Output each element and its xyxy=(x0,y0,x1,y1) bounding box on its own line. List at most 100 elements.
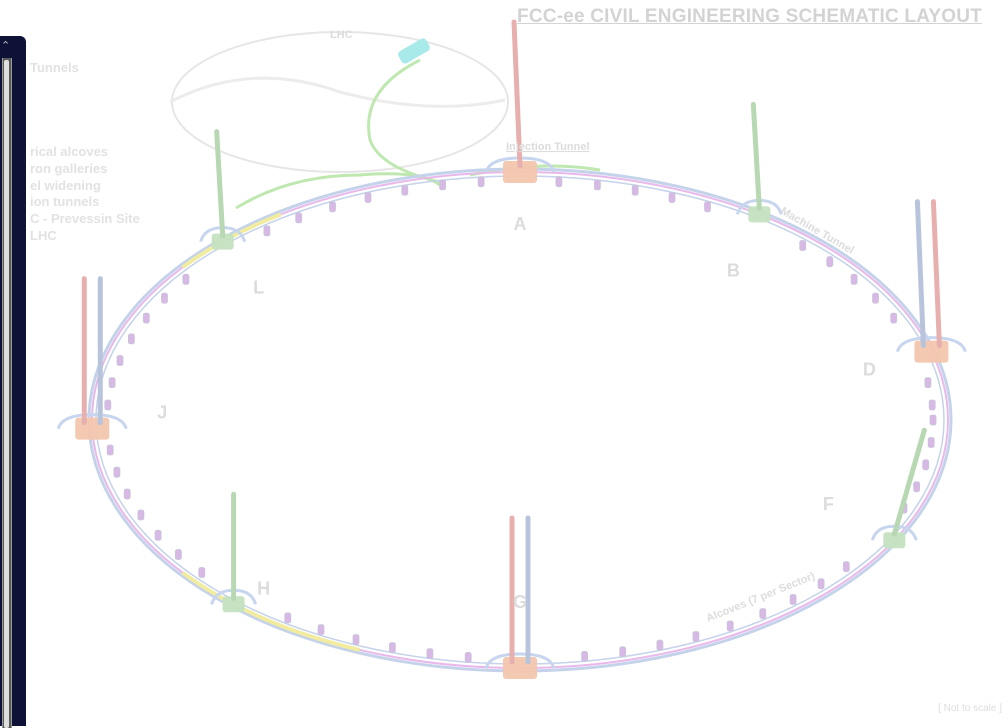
alcove xyxy=(388,642,396,653)
alcove xyxy=(726,620,734,632)
point-label: A xyxy=(514,214,527,234)
alcove xyxy=(872,292,879,304)
point-label: G xyxy=(513,592,527,612)
alcove xyxy=(295,212,303,224)
injection-line-upper xyxy=(367,58,441,184)
alcove xyxy=(668,192,676,203)
alcove xyxy=(922,459,930,471)
access-points-group: A B D F G H J L xyxy=(56,19,967,679)
alcove xyxy=(182,273,190,285)
injection-tunnel-label: Injection Tunnel xyxy=(506,141,590,153)
alcove xyxy=(924,377,932,389)
experiment-cavern xyxy=(503,161,537,183)
legend-item: C - Prevessin Site xyxy=(30,211,140,227)
point-label: J xyxy=(157,403,167,423)
scale-note: [ Not to scale ] xyxy=(938,703,1002,714)
alcove xyxy=(927,437,935,448)
point-label: L xyxy=(253,278,264,298)
access-point-g: G xyxy=(484,515,556,679)
alcove xyxy=(817,578,825,590)
alcove xyxy=(174,549,182,560)
alcove xyxy=(284,612,292,624)
access-point-l: L xyxy=(199,129,264,298)
legend-item xyxy=(30,127,140,144)
access-shaft xyxy=(914,199,926,349)
tunnel-widening-arc xyxy=(181,571,361,652)
alcove xyxy=(929,414,937,426)
alcove xyxy=(104,399,112,411)
experiment-cavern xyxy=(75,417,110,440)
alcove xyxy=(317,624,325,636)
alcove xyxy=(464,652,472,663)
alcove xyxy=(704,201,711,213)
point-label: F xyxy=(823,494,834,514)
legend-item: rical alcoves xyxy=(30,143,109,159)
access-point-b: B xyxy=(727,101,783,280)
legend-item: Tunnels xyxy=(30,60,79,75)
legend-item: el widening xyxy=(30,177,101,193)
alcove xyxy=(161,292,168,304)
alcove xyxy=(401,184,409,196)
alcove xyxy=(594,179,601,191)
alcove xyxy=(913,481,920,493)
alcove xyxy=(364,192,372,203)
alcove xyxy=(439,179,447,191)
lhc-inner-line xyxy=(169,76,506,108)
technical-cavern xyxy=(883,532,906,549)
lhc-ring xyxy=(169,31,601,210)
alcove xyxy=(619,646,627,658)
experiment-cavern xyxy=(914,340,949,363)
access-point-j: J xyxy=(56,276,167,440)
access-shaft xyxy=(891,427,927,537)
alcove xyxy=(631,184,639,196)
alcove xyxy=(329,201,336,213)
point-label: B xyxy=(727,260,740,280)
alcove xyxy=(799,240,807,251)
access-point-a: A xyxy=(484,19,556,234)
cyan-shaft xyxy=(398,38,430,64)
alcove xyxy=(477,176,485,188)
point-label: H xyxy=(257,578,270,598)
lhc-ellipse xyxy=(171,31,509,173)
alcove xyxy=(154,529,162,541)
alcove xyxy=(198,567,206,578)
alcove xyxy=(113,466,121,478)
point-label: D xyxy=(863,360,876,380)
legend-item xyxy=(30,94,140,111)
legend-item xyxy=(30,77,140,94)
access-point-h: H xyxy=(210,491,270,613)
alcove xyxy=(826,256,834,268)
alcove xyxy=(789,594,797,605)
legend-list: Tunnels rical alcoves ron galleries el wid… xyxy=(30,60,140,245)
lhc-label: LHC xyxy=(330,29,353,41)
bypass-tunnel xyxy=(56,413,128,430)
alcove xyxy=(842,561,850,573)
alcove xyxy=(127,333,135,345)
alcove xyxy=(426,648,434,659)
scroll-up-arrow-icon[interactable]: ⌃ xyxy=(1,40,11,52)
alcove xyxy=(581,651,588,662)
access-shaft xyxy=(511,19,523,169)
alcove xyxy=(656,639,664,651)
alcove xyxy=(108,377,116,389)
access-shaft xyxy=(750,101,762,211)
access-shaft xyxy=(214,129,226,239)
alcove xyxy=(890,312,898,324)
alcove xyxy=(106,444,114,456)
side-panel: ⌃ xyxy=(0,36,26,728)
alcove xyxy=(352,634,360,645)
access-point-f: F xyxy=(823,427,927,549)
alcove xyxy=(759,608,767,619)
legend-item xyxy=(30,110,140,127)
scrollbar-thumb[interactable] xyxy=(4,60,9,728)
diagram-title: FCC-ee CIVIL ENGINEERING SCHEMATIC LAYOU… xyxy=(517,6,982,27)
access-shaft xyxy=(930,199,942,349)
alcove xyxy=(116,355,124,366)
technical-cavern xyxy=(748,206,771,223)
alcove xyxy=(263,225,271,237)
bypass-tunnel xyxy=(895,336,967,353)
alcove xyxy=(137,509,145,521)
legend-item: ion tunnels xyxy=(30,194,100,210)
alcove xyxy=(928,399,936,411)
